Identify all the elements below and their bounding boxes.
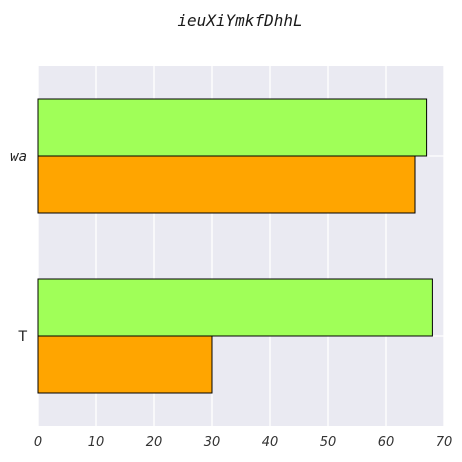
y-axis-ticks: wa T bbox=[10, 149, 27, 345]
x-tick-label: 10 bbox=[88, 435, 105, 450]
x-tick-label: 20 bbox=[146, 435, 163, 450]
chart-title: ieuXiYmkfDhhL bbox=[177, 11, 302, 30]
bars bbox=[37, 98, 433, 394]
x-tick-label: 60 bbox=[378, 435, 395, 450]
bar-wa-series-1 bbox=[37, 98, 428, 157]
x-tick-label: 0 bbox=[34, 435, 42, 450]
bar-T-series-2 bbox=[37, 335, 213, 394]
bar-wa-series-2 bbox=[37, 155, 416, 214]
y-tick-label: T bbox=[17, 329, 27, 345]
bar-T-series-1 bbox=[37, 278, 433, 337]
x-tick-label: 30 bbox=[204, 435, 221, 450]
x-axis-ticks: 0 10 20 30 40 50 60 70 bbox=[34, 435, 452, 450]
x-tick-label: 50 bbox=[320, 435, 337, 450]
y-tick-label: wa bbox=[10, 149, 27, 165]
x-tick-label: 40 bbox=[262, 435, 279, 450]
x-tick-label: 70 bbox=[436, 435, 453, 450]
